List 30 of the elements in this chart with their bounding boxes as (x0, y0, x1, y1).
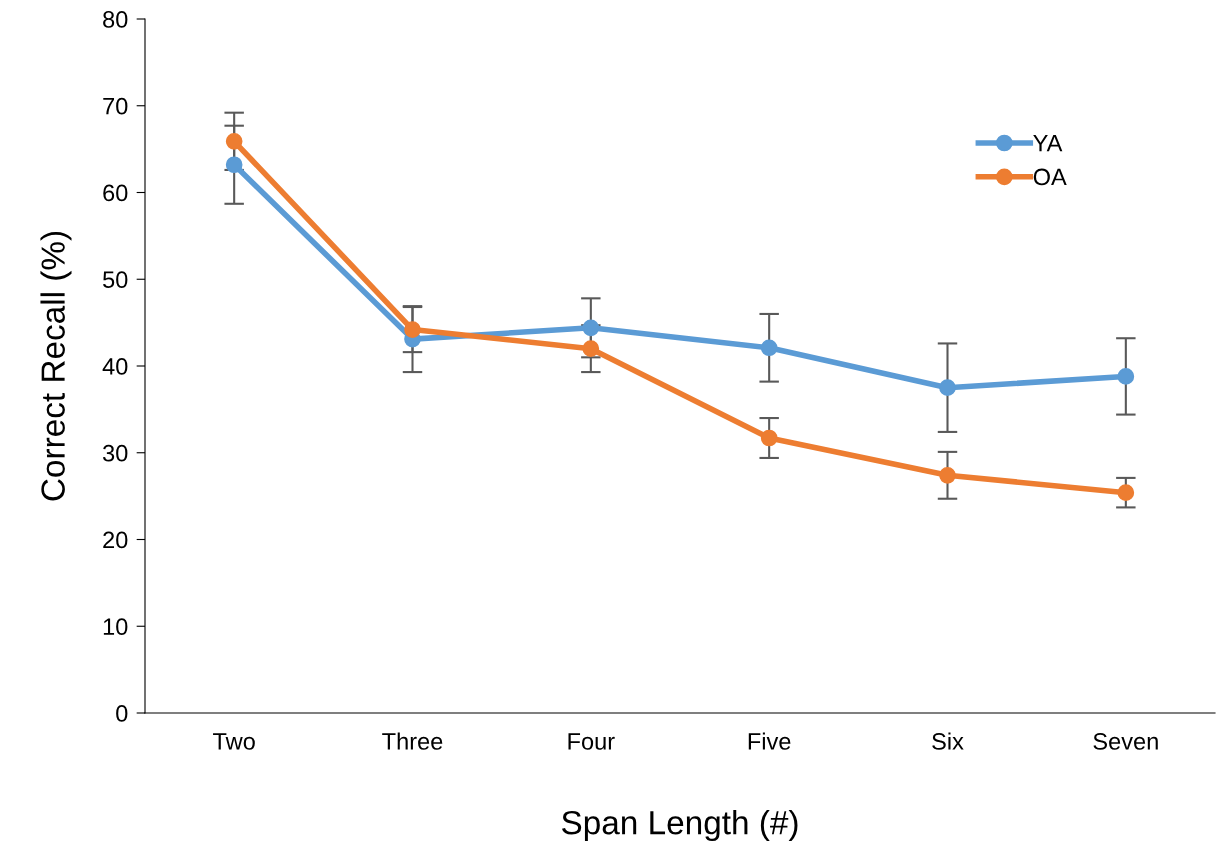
point (582, 340, 600, 357)
point (760, 429, 778, 447)
point (760, 339, 778, 357)
point (1117, 368, 1135, 385)
x-tick-label: Two (213, 733, 255, 750)
x-tick-label: Six (932, 732, 964, 750)
y-tick-label: 20 (103, 531, 128, 549)
x-tick-label: Four (568, 733, 615, 750)
point (225, 156, 243, 174)
y-tick-label: 40 (102, 358, 128, 375)
legend-label: OA (1033, 168, 1067, 186)
legend-label: YA (1033, 135, 1063, 152)
point (939, 379, 956, 397)
x-tick-label: Seven (1093, 733, 1158, 750)
point (404, 321, 421, 338)
y-tick-label: 60 (103, 184, 128, 202)
point (1117, 484, 1135, 501)
point (225, 132, 243, 150)
y-axis-title: Correct Recall (%) (40, 231, 72, 501)
y-tick-label: 80 (103, 11, 128, 28)
y-tick-label: 50 (103, 271, 128, 289)
y-tick-label: 30 (102, 444, 128, 462)
y-tick-label: 70 (103, 97, 128, 115)
x-axis-title: Span Length (#) (561, 810, 798, 842)
point (939, 466, 956, 484)
y-tick-label: 10 (103, 618, 128, 636)
x-tick-label: Three (382, 732, 443, 750)
x-tick-label: Five (748, 732, 791, 750)
y-tick-label: 0 (116, 705, 128, 722)
point (582, 319, 600, 337)
